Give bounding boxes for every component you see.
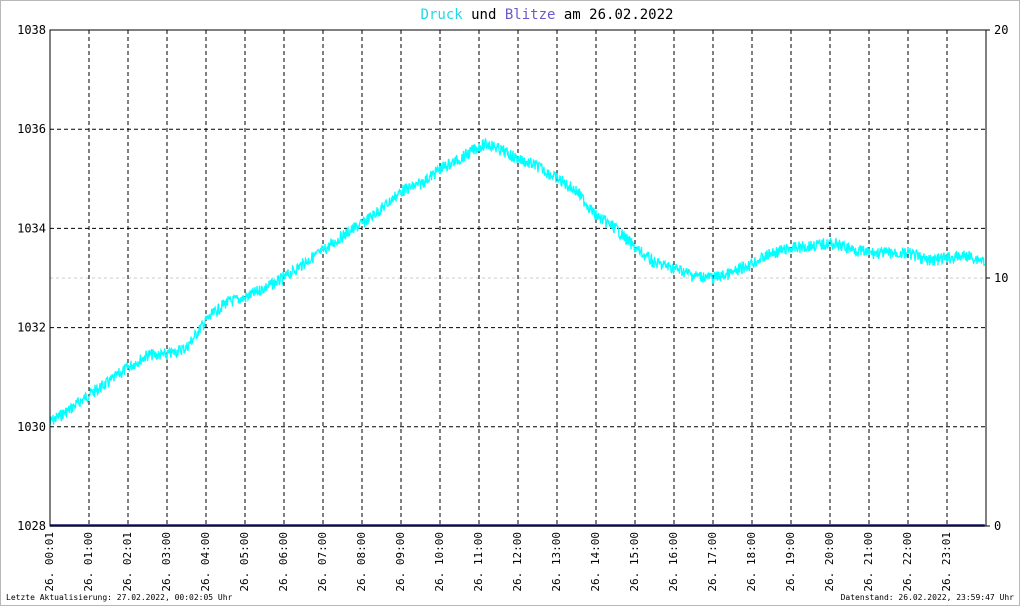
x-tick-label: 26. 12:00 <box>511 532 524 592</box>
x-tick-label: 26. 17:00 <box>706 532 719 592</box>
y-axis-left: 1028 1030 1032 1034 1036 1038 <box>17 23 46 533</box>
series-line-druck <box>49 137 986 425</box>
x-tick-label: 26. 02:01 <box>121 532 134 592</box>
y-axis-right: 0 10 20 <box>986 23 1008 533</box>
title-date: 26.02.2022 <box>589 7 673 23</box>
x-tick-label: 26. 01:00 <box>82 532 95 592</box>
x-tick-label: 26. 14:00 <box>589 532 602 592</box>
y-left-tick-label: 1034 <box>17 221 46 235</box>
chart-title: Druck und Blitze am 26.02.2022 <box>421 7 674 23</box>
x-tick-label: 26. 20:00 <box>823 532 836 592</box>
data-status-text: Datenstand: 26.02.2022, 23:59:47 Uhr <box>840 593 1014 602</box>
x-tick-label: 26. 04:00 <box>199 532 212 592</box>
title-blitze: Blitze <box>505 7 556 23</box>
x-tick-label: 26. 11:00 <box>472 532 485 592</box>
y-left-tick-label: 1028 <box>17 519 46 533</box>
x-tick-label: 26. 23:01 <box>940 532 953 592</box>
x-axis: 26. 00:01 26. 01:00 26. 02:01 26. 03:00 26. … <box>43 532 953 592</box>
x-tick-label: 26. 16:00 <box>667 532 680 592</box>
x-tick-label: 26. 13:00 <box>550 532 563 592</box>
x-tick-label: 26. 21:00 <box>862 532 875 592</box>
y-right-tick-label: 10 <box>994 271 1008 285</box>
x-tick-label: 26. 06:00 <box>277 532 290 592</box>
x-tick-label: 26. 22:00 <box>901 532 914 592</box>
x-tick-label: 26. 00:01 <box>43 532 56 592</box>
title-druck: Druck <box>421 7 464 23</box>
x-tick-label: 26. 03:00 <box>160 532 173 592</box>
y-left-tick-label: 1036 <box>17 122 46 136</box>
y-left-tick-label: 1032 <box>17 321 46 335</box>
y-right-tick-label: 0 <box>994 519 1001 533</box>
y-right-tick-label: 20 <box>994 23 1008 37</box>
x-tick-label: 26. 05:00 <box>238 532 251 592</box>
x-tick-label: 26. 10:00 <box>433 532 446 592</box>
x-tick-label: 26. 09:00 <box>394 532 407 592</box>
series-layer <box>49 137 986 527</box>
plot-border <box>49 29 987 527</box>
x-tick-label: 26. 15:00 <box>628 532 641 592</box>
title-und: und <box>471 7 496 23</box>
x-tick-label: 26. 18:00 <box>745 532 758 592</box>
last-update-text: Letzte Aktualisierung: 27.02.2022, 00:02… <box>6 593 233 602</box>
x-tick-label: 26. 19:00 <box>784 532 797 592</box>
x-tick-label: 26. 07:00 <box>316 532 329 592</box>
y-left-tick-label: 1030 <box>17 420 46 434</box>
x-tick-label: 26. 08:00 <box>355 532 368 592</box>
grid <box>50 30 986 526</box>
y-left-tick-label: 1038 <box>17 23 46 37</box>
title-am: am <box>564 7 581 23</box>
